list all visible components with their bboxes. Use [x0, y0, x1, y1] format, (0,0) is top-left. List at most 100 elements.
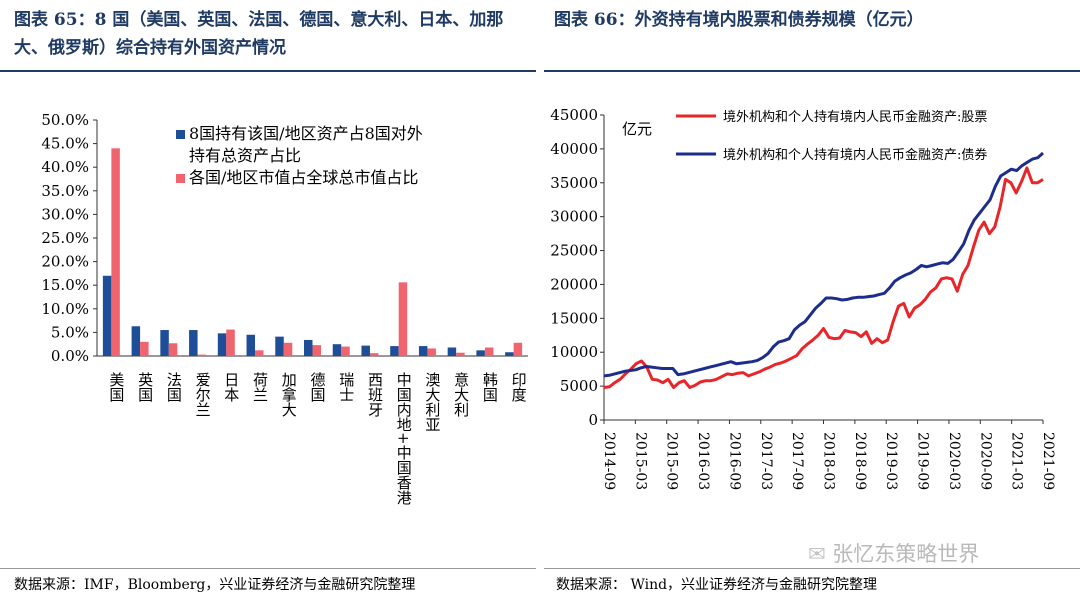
- x-tick-label: 2019-09: [915, 432, 931, 490]
- bar-series-1: [447, 347, 457, 356]
- bar-series-1: [390, 346, 399, 356]
- y-tick-label: 0.0%: [51, 347, 89, 365]
- x-tick-label: 2014-09: [601, 432, 617, 490]
- x-tick-label: 2020-09: [977, 432, 993, 490]
- y-tick-label: 30000: [550, 208, 598, 226]
- x-tick-label: 2015-03: [632, 432, 648, 490]
- line-series-stocks: [603, 166, 1044, 389]
- x-category-label: 印度: [510, 372, 528, 402]
- bar-series-2: [456, 352, 465, 356]
- x-category-label: 西班牙: [366, 372, 384, 418]
- x-category-label: 日本: [222, 372, 240, 402]
- left-source-divider: [0, 568, 536, 569]
- x-category-label: 法国: [165, 372, 183, 402]
- y-tick-label: 25.0%: [41, 229, 89, 247]
- wechat-icon: ✉: [808, 542, 826, 566]
- bar-series-2: [197, 354, 207, 356]
- x-category-label: 德国: [309, 371, 327, 402]
- legend-label-1: 境外机构和个人持有境内人民币金融资产:股票: [723, 109, 987, 125]
- left-title-divider: [0, 70, 536, 72]
- y-tick-label: 20000: [550, 275, 598, 293]
- legend-label-1: 8国持有该国/地区资产占8国对外: [189, 124, 423, 143]
- bar-series-2: [513, 342, 523, 356]
- right-chart-title: 图表 66：外资持有境内股票和债券规模（亿元）: [554, 10, 924, 30]
- bar-series-2: [111, 148, 120, 356]
- bar-chart: 0.0% 5.0% 10.0% 15.0% 20.0% 25.0% 30.0% 35.0% 40…: [41, 111, 528, 505]
- bar-series-1: [476, 350, 485, 356]
- y-tick-label: 45000: [550, 106, 598, 124]
- x-tick-label: 2019-03: [883, 432, 899, 490]
- y-axis-unit-label: 亿元: [622, 120, 652, 138]
- y-tick-label: 35.0%: [41, 182, 89, 200]
- x-tick-label: 2017-09: [789, 432, 805, 490]
- bar-series-1: [246, 334, 256, 356]
- bar-series-2: [283, 342, 293, 356]
- bar-series-1: [361, 345, 370, 356]
- bar-series-2: [427, 348, 436, 356]
- x-tick-label: 2016-09: [726, 432, 742, 490]
- y-tick-label: 15000: [550, 309, 598, 327]
- x-category-label: 加拿大: [280, 372, 298, 417]
- y-tick-label: 5000: [560, 377, 598, 395]
- x-category-label: 英国: [136, 371, 154, 402]
- bar-series-1: [418, 346, 428, 356]
- y-tick-label: 35000: [550, 174, 598, 192]
- left-source-note: 数据来源：IMF，Bloomberg，兴业证券经济与金融研究院整理: [14, 577, 416, 593]
- legend-swatch: [176, 130, 185, 139]
- y-tick-label: 30.0%: [41, 205, 89, 223]
- bar-series-1: [160, 330, 169, 356]
- x-category-label: 韩国: [481, 372, 499, 402]
- bar-series-2: [255, 350, 264, 356]
- y-tick-label: 10.0%: [41, 300, 89, 318]
- y-tick-label: 40000: [550, 140, 598, 158]
- bar-series-2: [484, 347, 494, 356]
- line-chart: 0 5000 10000 15000 20000 25000 30000 35000 40000…: [550, 106, 1056, 490]
- x-category-label: 瑞士: [337, 372, 355, 402]
- legend-label-2: 各国/地区市值占全球总市值占比: [189, 168, 418, 187]
- y-tick-label: 50.0%: [41, 111, 89, 129]
- x-tick-label: 2018-03: [821, 432, 837, 490]
- y-tick-label: 5.0%: [51, 323, 89, 341]
- bar-series-2: [168, 343, 178, 356]
- x-tick-label: 2021-09: [1040, 432, 1056, 490]
- bar-series-1: [505, 352, 514, 356]
- y-tick-label: 45.0%: [41, 135, 89, 153]
- right-title-divider: [544, 70, 1080, 72]
- x-category-label: 美国: [107, 372, 125, 402]
- bar-series-1: [304, 339, 313, 356]
- bar-series-2: [312, 345, 321, 356]
- watermark-text: ✉ 张忆东策略世界: [808, 538, 979, 568]
- bar-series-1: [131, 326, 141, 356]
- x-tick-label: 2020-03: [946, 432, 962, 490]
- y-tick-label: 0: [588, 411, 598, 429]
- x-category-label: 荷兰: [251, 372, 269, 402]
- y-tick-label: 40.0%: [41, 158, 89, 176]
- bar-series-2: [140, 341, 149, 356]
- x-category-label: 中国内地+中国香港: [395, 372, 413, 505]
- x-tick-label: 2018-09: [852, 432, 868, 490]
- line-series-bonds: [603, 151, 1044, 378]
- bar-series-1: [102, 275, 112, 356]
- bar-series-1: [189, 330, 198, 356]
- bar-series-1: [332, 344, 342, 356]
- watermark-label: 张忆东策略世界: [832, 542, 980, 566]
- legend-swatch: [176, 174, 185, 183]
- x-category-label: 爱尔兰: [194, 372, 212, 417]
- legend-label-2: 境外机构和个人持有境内人民币金融资产:债券: [723, 147, 987, 163]
- right-source-note: 数据来源： Wind，兴业证券经济与金融研究院整理: [556, 577, 878, 593]
- right-source-divider: [544, 568, 1080, 569]
- y-tick-label: 15.0%: [41, 276, 89, 294]
- bar-series-1: [275, 336, 284, 356]
- bar-series-2: [398, 282, 408, 356]
- x-tick-label: 2017-03: [758, 432, 774, 490]
- x-tick-label: 2016-03: [695, 432, 711, 490]
- legend-label-1-cont: 持有总资产占比: [189, 146, 301, 165]
- left-chart-title: 图表 65：8 国（美国、英国、法国、德国、意大利、日本、加那大、俄罗斯）综合持…: [14, 10, 504, 58]
- y-tick-label: 25000: [550, 242, 598, 260]
- x-tick-label: 2021-03: [1009, 432, 1025, 490]
- x-category-label: 澳大利亚: [423, 372, 441, 432]
- bar-series-1: [217, 333, 227, 356]
- bar-series-2: [341, 346, 350, 356]
- bar-series-2: [226, 329, 235, 356]
- y-tick-label: 10000: [550, 343, 598, 361]
